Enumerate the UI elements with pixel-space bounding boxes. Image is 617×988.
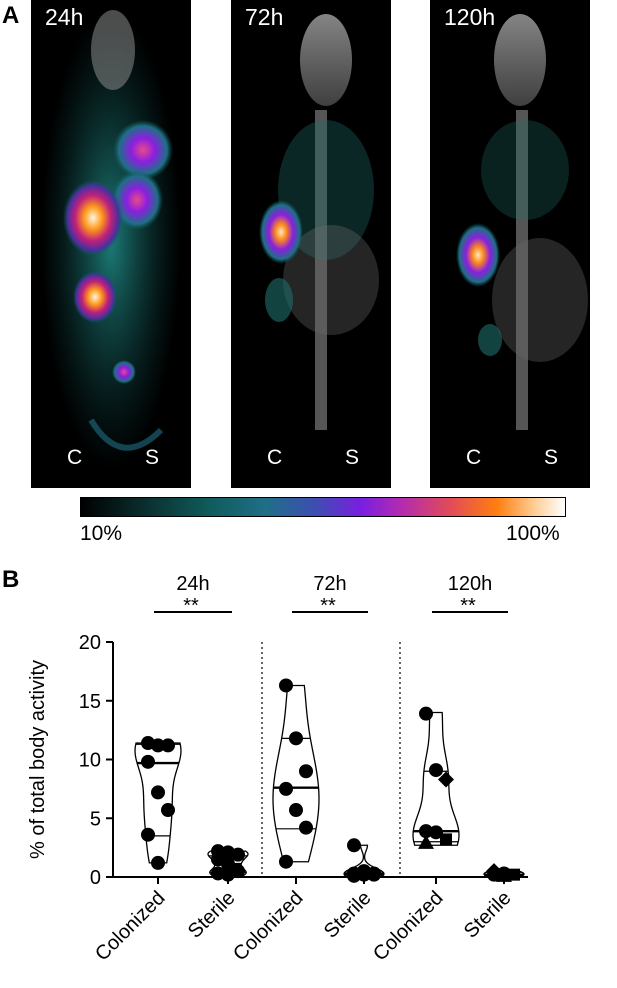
data-point [221, 857, 235, 872]
x-tick-label: Colonized [229, 887, 307, 965]
significance-label: ** [460, 595, 476, 617]
ct-overlay-72h [259, 14, 379, 430]
colonized-side-label: C [67, 446, 83, 469]
data-point [151, 855, 165, 870]
data-point [231, 847, 245, 862]
x-tick-label: Colonized [369, 887, 447, 965]
significance-label: ** [320, 595, 336, 617]
colorbar-min-label: 10% [80, 522, 123, 545]
panel-a-label: A [2, 2, 20, 29]
data-point [496, 867, 512, 882]
significance-label: ** [183, 595, 199, 617]
y-tick-label: 10 [79, 750, 101, 772]
data-point [419, 706, 433, 721]
data-point [279, 678, 293, 693]
y-tick-label: 20 [79, 632, 101, 654]
x-tick-label: Sterile [184, 887, 240, 943]
data-point [429, 825, 443, 840]
colonized-side-label: C [267, 446, 283, 469]
sterile-side-label: S [544, 446, 559, 469]
y-tick-label: 5 [90, 808, 101, 830]
sterile-side-label: S [145, 446, 160, 469]
data-point [418, 834, 434, 849]
data-point [279, 781, 293, 796]
pet-image-24h: 24h C S [31, 0, 191, 488]
pet-overlay-24h [41, 10, 181, 470]
y-tick-label: 0 [90, 867, 101, 889]
data-point [487, 867, 501, 882]
ct-overlay-120h [456, 14, 588, 430]
x-tick-label: Sterile [320, 887, 376, 943]
group-title: 72h [313, 573, 346, 595]
data-point [299, 820, 313, 835]
panel-b-label: B [2, 566, 20, 593]
colorbar-max-label: 100% [506, 522, 560, 545]
timepoint-label: 120h [444, 4, 496, 30]
sterile-side-label: S [345, 446, 360, 469]
data-point [141, 827, 155, 842]
x-tick-label: Colonized [91, 887, 169, 965]
y-axis-label: % of total body activity [27, 660, 49, 859]
x-tick-label: Sterile [460, 887, 516, 943]
data-point [440, 833, 452, 846]
data-point [289, 803, 303, 818]
data-point [161, 738, 175, 753]
data-point [347, 838, 361, 853]
colonized-side-label: C [466, 446, 482, 469]
timepoint-label: 24h [45, 4, 84, 30]
data-point [429, 763, 443, 778]
data-point [221, 867, 235, 882]
colorbar [80, 497, 566, 517]
pet-image-72h: 72h C S [231, 0, 391, 488]
data-point [151, 738, 165, 753]
data-point [438, 771, 454, 788]
y-tick-label: 15 [79, 691, 101, 713]
data-point [161, 803, 175, 818]
data-point [347, 868, 361, 883]
data-point [299, 764, 313, 779]
data-point [289, 731, 303, 746]
pet-image-120h: 120h C S [430, 0, 590, 488]
group-title: 120h [448, 573, 493, 595]
timepoint-label: 72h [245, 4, 284, 30]
data-point [367, 867, 381, 882]
data-point [151, 785, 165, 800]
group-title: 24h [176, 573, 209, 595]
data-point [508, 868, 520, 881]
data-point [141, 754, 155, 769]
data-point [279, 854, 293, 869]
